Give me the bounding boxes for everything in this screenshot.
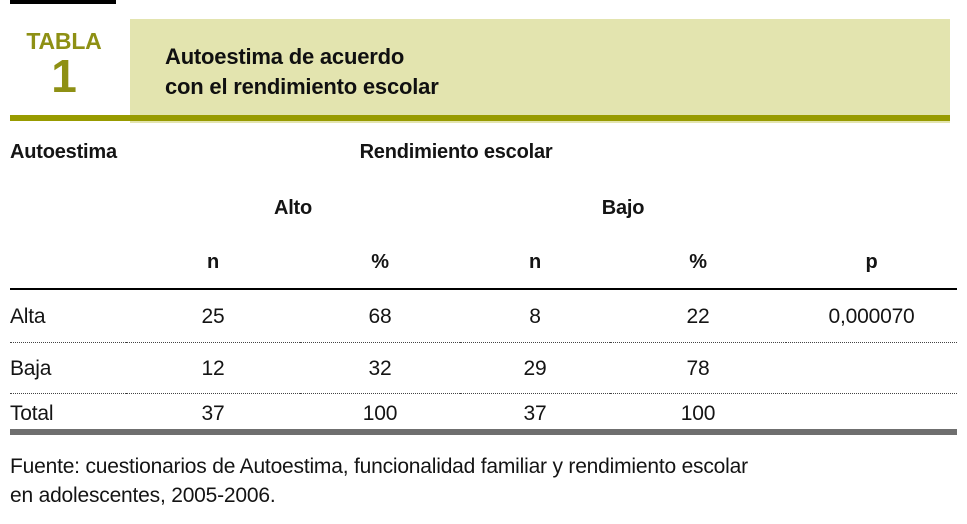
table-row-alta: Alta 25 68 8 22 0,000070 (10, 289, 958, 343)
subgroup-alto: Alto (273, 196, 313, 219)
spacer-cell (786, 123, 957, 180)
olive-rule (10, 115, 950, 121)
cell-p-value: 0,000070 (786, 289, 958, 343)
subgroup-bajo: Bajo (601, 196, 645, 219)
row-header-title: Autoestima (10, 140, 117, 163)
cell-bajo-n: 37 (523, 402, 547, 425)
bottom-gray-rule (10, 429, 957, 435)
spacer-cell (786, 180, 957, 235)
cell-p-value (786, 394, 957, 434)
row-label: Alta (10, 289, 126, 343)
spacer-cell (10, 235, 126, 290)
subgroup-row: Alto Bajo (10, 180, 957, 235)
cell-bajo-n: 8 (460, 289, 610, 343)
cell-p-value (786, 342, 958, 394)
col-header-bajo-n: n (460, 235, 610, 290)
cell-bajo-pct: 22 (610, 289, 787, 343)
col-header-alto-n: n (126, 235, 300, 290)
table-title-line2: con el rendimiento escolar (165, 74, 439, 99)
col-header-bajo-pct: % (610, 235, 787, 290)
col-header-p: p (786, 235, 958, 290)
statistics-table: Autoestima Rendimiento escolar Alto Bajo… (10, 123, 958, 434)
row-label: Total (10, 402, 54, 425)
table-kicker: TABLA 1 (10, 29, 118, 99)
cell-alto-pct: 68 (300, 289, 460, 343)
table-row-baja: Baja 12 32 29 78 (10, 342, 958, 394)
table-number: 1 (51, 50, 77, 102)
cell-alto-pct: 100 (362, 402, 398, 425)
title-band: Autoestima de acuerdo con el rendimiento… (130, 19, 950, 123)
spacer-cell (10, 180, 126, 235)
cell-bajo-pct: 78 (610, 342, 787, 394)
col-header-alto-pct: % (300, 235, 460, 290)
cell-alto-n: 37 (201, 402, 225, 425)
table-title: Autoestima de acuerdo con el rendimiento… (165, 42, 439, 102)
source-note: Fuente: cuestionarios de Autoestima, fun… (10, 452, 957, 510)
column-header-row: n % n % p (10, 235, 958, 290)
table-row-total: Total 37 100 37 100 (10, 394, 957, 434)
table-title-line1: Autoestima de acuerdo (165, 44, 405, 69)
source-note-line2: en adolescentes, 2005-2006. (10, 484, 276, 507)
cell-alto-n: 25 (126, 289, 300, 343)
row-label: Baja (10, 342, 126, 394)
cell-alto-n: 12 (126, 342, 300, 394)
header-group-row: Autoestima Rendimiento escolar (10, 123, 957, 180)
column-group-title: Rendimiento escolar (359, 140, 553, 163)
source-note-line1: Fuente: cuestionarios de Autoestima, fun… (10, 455, 748, 478)
cell-bajo-n: 29 (460, 342, 610, 394)
table-kicker-label: TABLA (26, 28, 102, 54)
top-black-rule (10, 0, 116, 4)
cell-alto-pct: 32 (300, 342, 460, 394)
cell-bajo-pct: 100 (680, 402, 716, 425)
